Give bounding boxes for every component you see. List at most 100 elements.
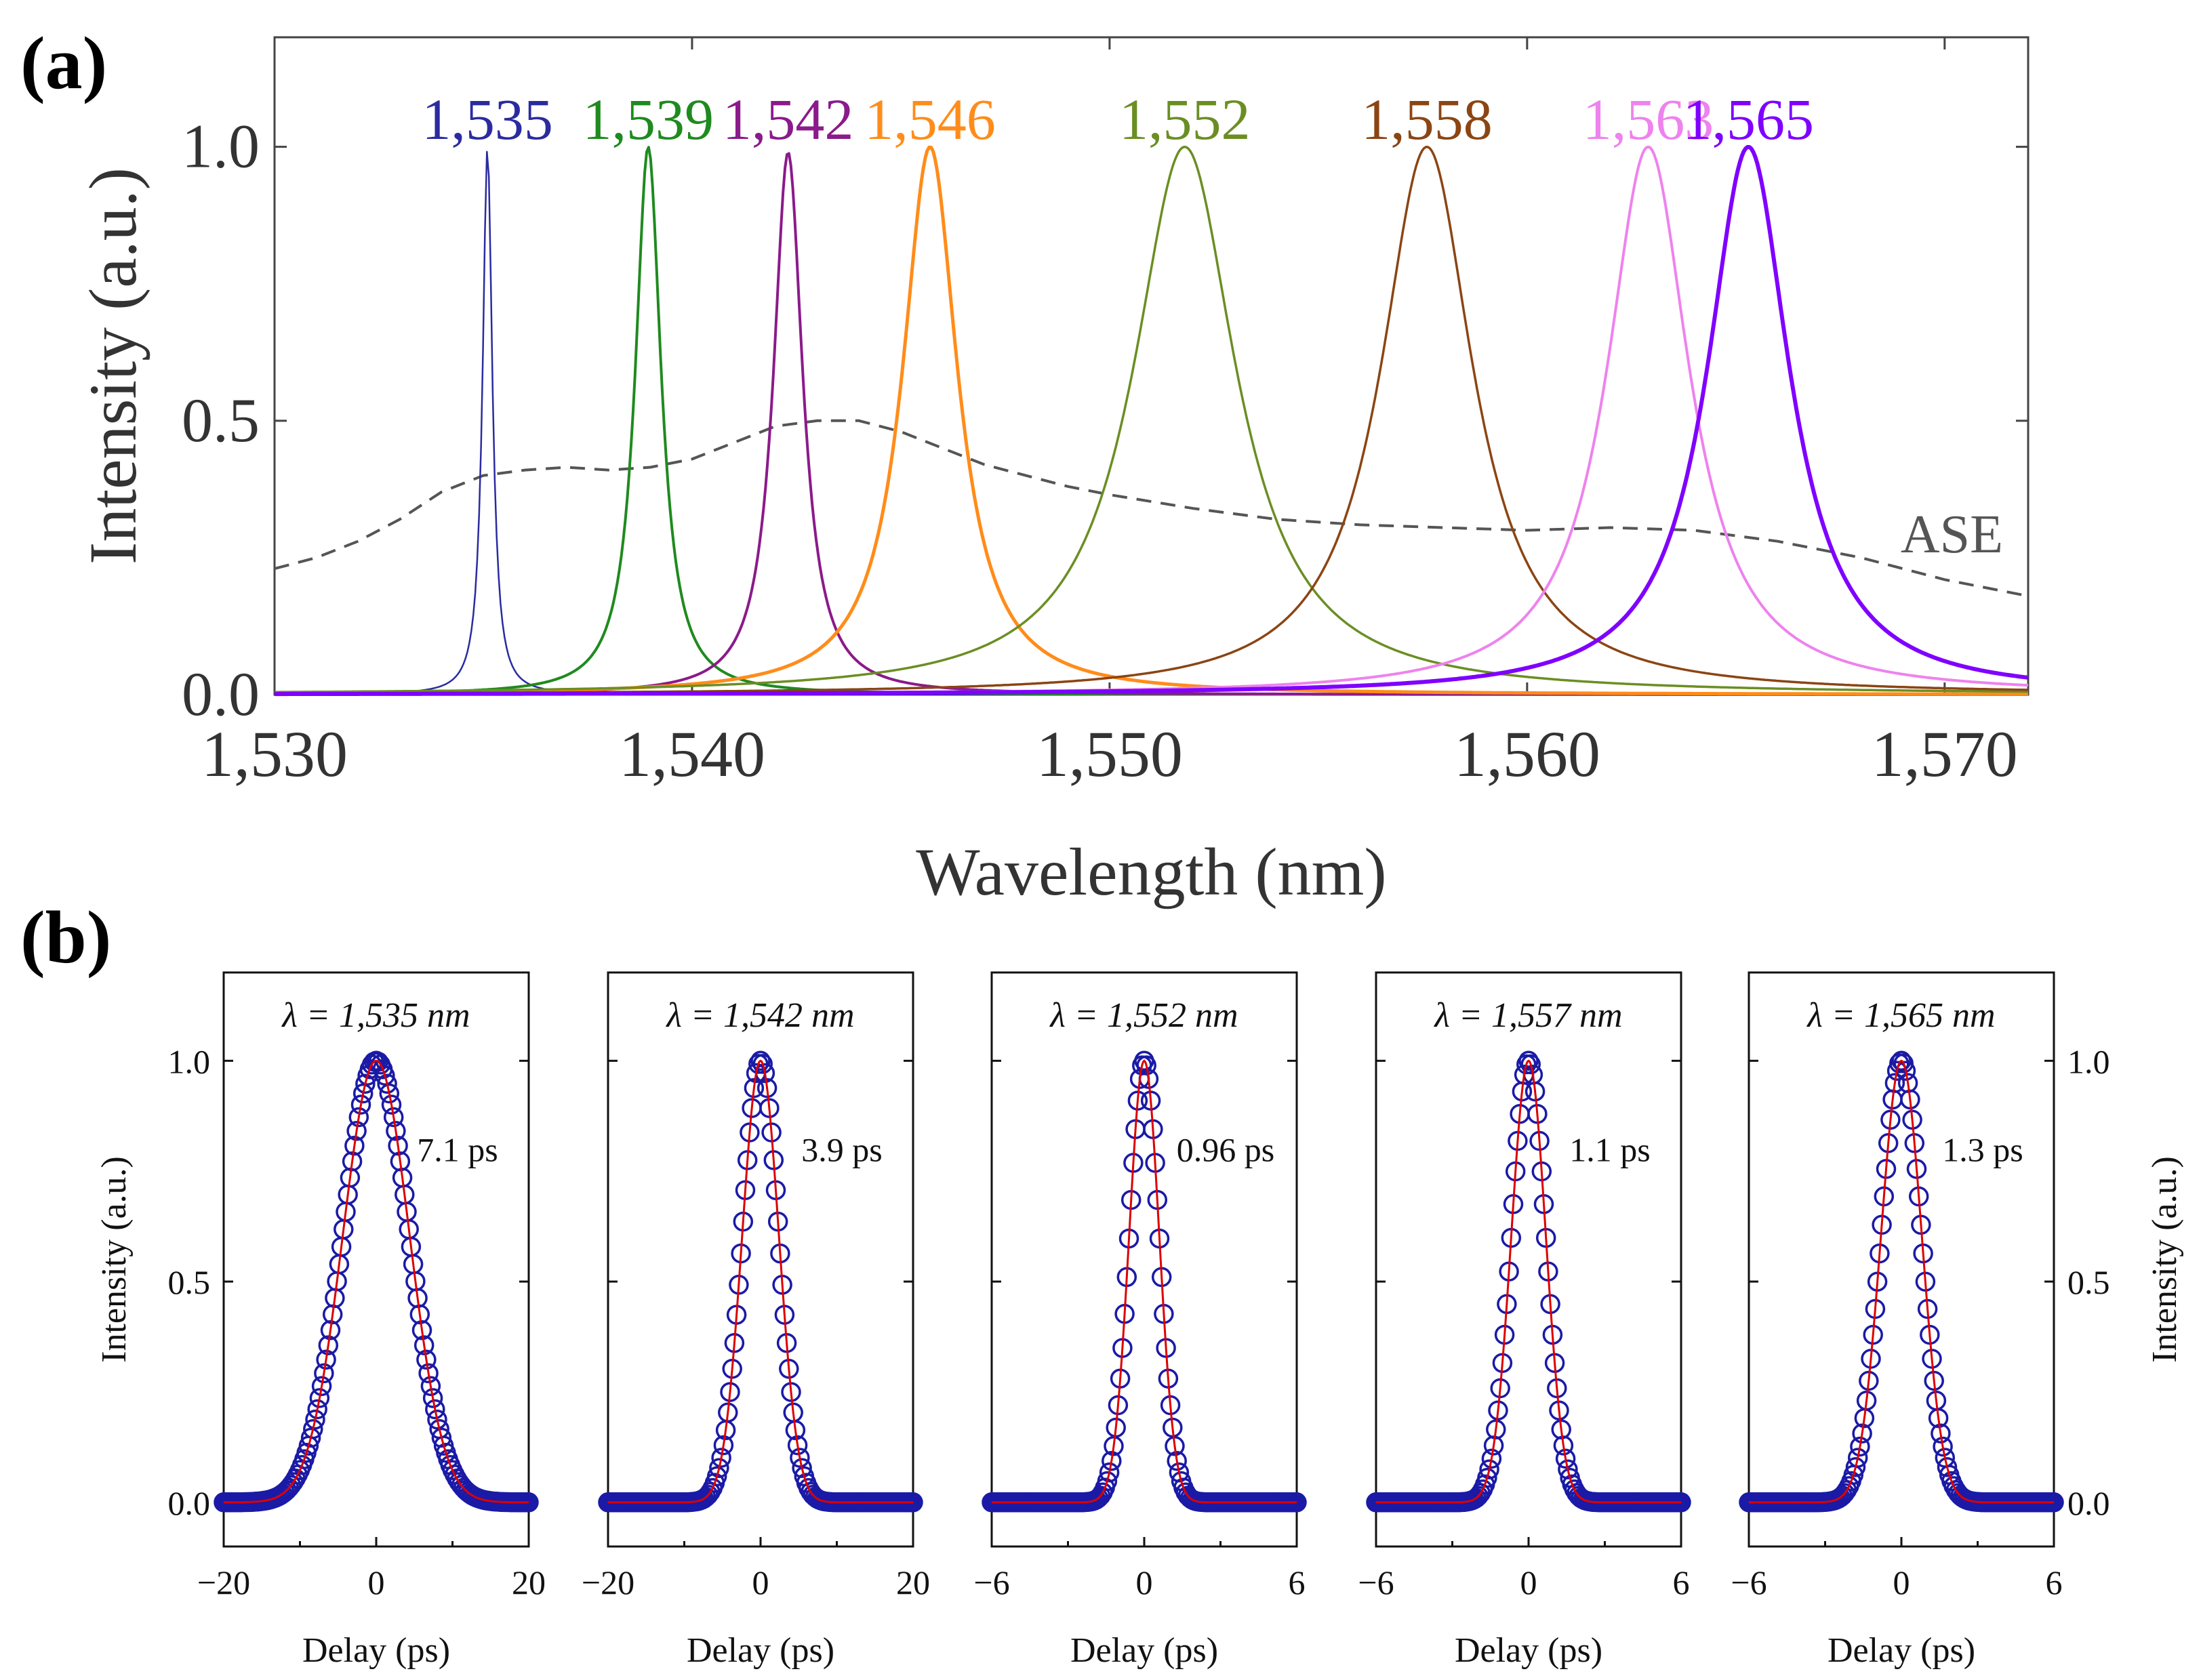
x-axis-label: Delay (ps) bbox=[1828, 1631, 1975, 1670]
data-point bbox=[1555, 1448, 1576, 1469]
data-point bbox=[1165, 1436, 1185, 1456]
x-tick-label: 20 bbox=[896, 1563, 930, 1601]
data-point bbox=[792, 1458, 812, 1478]
peak-curve-1565 bbox=[274, 144, 2029, 697]
peak-label: 1,546 bbox=[864, 87, 996, 152]
y-tick-label-right: 0.0 bbox=[2067, 1484, 2110, 1522]
data-point bbox=[1893, 1053, 1914, 1073]
fwhm-label: 1.3 ps bbox=[1942, 1131, 2023, 1169]
data-point bbox=[388, 1135, 408, 1156]
autocorrelation-subplot: −20 0 20 Delay (ps) λ = 1,542 nm 3.9 ps bbox=[582, 971, 930, 1670]
y-tick-label: 0.0 bbox=[182, 659, 260, 729]
data-point bbox=[305, 1409, 325, 1430]
x-tick-label: 1,530 bbox=[201, 718, 348, 790]
data-point bbox=[1937, 1457, 1958, 1477]
data-point bbox=[790, 1448, 810, 1468]
data-point bbox=[416, 1349, 437, 1370]
data-point bbox=[1520, 1054, 1541, 1075]
data-point bbox=[711, 1448, 731, 1468]
wavelength-label: λ = 1,557 nm bbox=[1433, 996, 1622, 1035]
y-axis-label-right: Intensity (a.u.) bbox=[2145, 1156, 2184, 1363]
fit-curve bbox=[1376, 1059, 1681, 1504]
x-tick-label: 1,550 bbox=[1036, 718, 1183, 790]
x-tick-label: 0 bbox=[1893, 1563, 1910, 1601]
ase-curve bbox=[274, 419, 2029, 598]
data-point bbox=[422, 1388, 443, 1408]
data-point bbox=[320, 1320, 341, 1340]
y-tick-label-left: 1.0 bbox=[168, 1042, 211, 1080]
data-point bbox=[1136, 1055, 1156, 1075]
data-point bbox=[706, 1466, 727, 1487]
fit-curve bbox=[992, 1059, 1297, 1504]
data-point bbox=[413, 1335, 435, 1355]
data-point bbox=[1088, 1488, 1109, 1509]
x-axis-label: Delay (ps) bbox=[1455, 1631, 1602, 1670]
data-point bbox=[344, 1135, 365, 1156]
x-tick-label: −6 bbox=[1731, 1563, 1766, 1601]
wavelength-label: λ = 1,552 nm bbox=[1049, 996, 1238, 1035]
x-tick-label: 6 bbox=[2046, 1563, 2063, 1601]
data-point bbox=[1553, 1435, 1574, 1456]
data-point bbox=[713, 1435, 734, 1456]
y-tick-label-left: 0.5 bbox=[168, 1263, 211, 1301]
peak-label: 1,535 bbox=[422, 87, 553, 152]
data-point bbox=[411, 1320, 432, 1340]
data-point bbox=[425, 1399, 445, 1420]
data-point bbox=[1483, 1435, 1504, 1456]
panel-a-label: (a) bbox=[20, 22, 107, 104]
peak-label: 1,565 bbox=[1683, 87, 1815, 152]
autocorrelation-subplot: −20 0 20 Delay (ps) λ = 1,535 nm 7.1 ps bbox=[197, 971, 546, 1670]
data-point bbox=[1884, 1073, 1905, 1093]
data-point bbox=[420, 1376, 441, 1397]
x-tick-label: −6 bbox=[973, 1563, 1009, 1601]
subplot-frame bbox=[1748, 971, 2055, 1548]
data-point bbox=[1481, 1448, 1502, 1469]
x-tick-label: −20 bbox=[197, 1563, 250, 1601]
fwhm-label: 3.9 ps bbox=[801, 1131, 882, 1169]
y-tick-label: 0.5 bbox=[182, 386, 260, 455]
x-tick-label: 1,570 bbox=[1872, 718, 2018, 790]
peak-curve-1552 bbox=[275, 145, 2029, 693]
peak-label: 1,542 bbox=[723, 87, 854, 152]
data-point bbox=[342, 1151, 363, 1172]
wavelength-label: λ = 1,542 nm bbox=[665, 996, 854, 1035]
data-point bbox=[750, 1050, 771, 1071]
fit-curve bbox=[224, 1059, 529, 1504]
data-point bbox=[709, 1458, 729, 1478]
data-point bbox=[431, 1427, 452, 1448]
x-tick-label: 0 bbox=[1520, 1563, 1537, 1601]
peak-label: 1,539 bbox=[583, 87, 714, 152]
subplot-frame bbox=[607, 971, 914, 1548]
data-point bbox=[386, 1121, 406, 1141]
autocorrelation-subplot: −6 0 6 Delay (ps) λ = 1,565 nm 1.3 ps bbox=[1731, 971, 2064, 1670]
y-tick-label-right: 0.5 bbox=[2067, 1263, 2110, 1301]
peak-curve-1546 bbox=[275, 145, 2028, 696]
data-point bbox=[307, 1399, 327, 1420]
subplot-frame bbox=[222, 971, 530, 1548]
x-tick-label: 6 bbox=[1289, 1563, 1306, 1601]
x-axis-label: Delay (ps) bbox=[687, 1631, 834, 1670]
data-point bbox=[352, 1083, 373, 1104]
subplot-frame bbox=[990, 971, 1298, 1548]
peak-curve-1535 bbox=[275, 150, 2028, 696]
data-point bbox=[316, 1349, 336, 1370]
y-tick-label-left: 0.0 bbox=[168, 1484, 211, 1522]
data-point bbox=[744, 1078, 765, 1099]
data-point bbox=[1099, 1462, 1120, 1483]
fwhm-label: 1.1 ps bbox=[1569, 1131, 1650, 1169]
autocorrelation-subplot: −6 0 6 Delay (ps) λ = 1,557 nm 1.1 ps bbox=[1358, 971, 1691, 1670]
data-point bbox=[1933, 1436, 1953, 1457]
ase-label: ASE bbox=[1901, 505, 2003, 565]
fit-curve bbox=[1749, 1059, 2054, 1504]
peak-label: 1,552 bbox=[1119, 87, 1251, 152]
data-point bbox=[346, 1121, 367, 1141]
data-point bbox=[300, 1427, 321, 1448]
data-point bbox=[418, 1363, 439, 1384]
fwhm-label: 0.96 ps bbox=[1177, 1131, 1274, 1169]
x-axis-label: Wavelength (nm) bbox=[916, 834, 1386, 909]
data-point bbox=[1486, 1419, 1506, 1440]
data-point bbox=[1558, 1459, 1578, 1479]
x-axis-label: Delay (ps) bbox=[302, 1631, 450, 1670]
data-point bbox=[375, 1065, 395, 1086]
